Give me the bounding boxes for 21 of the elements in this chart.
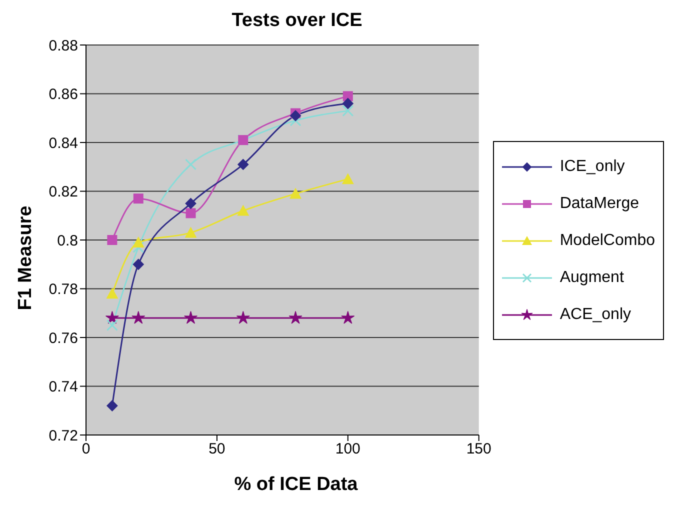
legend-label: ModelCombo	[560, 232, 655, 250]
chart-title: Tests over ICE	[230, 10, 364, 32]
y-tick-label: 0.8	[57, 232, 78, 250]
y-tick-label: 0.88	[48, 37, 78, 54]
legend-label: Augment	[560, 268, 624, 286]
legend-label: ICE_only	[560, 158, 625, 176]
y-tick-label: 0.86	[48, 86, 78, 104]
y-tick-label: 0.84	[48, 134, 78, 152]
x-tick-label: 100	[335, 440, 360, 458]
y-tick-label: 0.74	[48, 378, 78, 396]
x-tick-label: 50	[208, 440, 226, 458]
y-tick-label: 0.72	[48, 427, 78, 444]
x-tick-label: 150	[466, 440, 492, 458]
y-tick-label: 0.82	[48, 184, 78, 201]
y-tick-label: 0.78	[48, 281, 78, 298]
y-tick-label: 0.76	[48, 330, 78, 347]
x-axis-title: % of ICE Data	[233, 474, 359, 496]
legend-label: ACE_only	[560, 306, 631, 324]
legend-label: DataMerge	[560, 194, 639, 212]
y-axis-title: F1 Measure	[15, 206, 37, 310]
x-tick-label: 0	[82, 440, 90, 458]
